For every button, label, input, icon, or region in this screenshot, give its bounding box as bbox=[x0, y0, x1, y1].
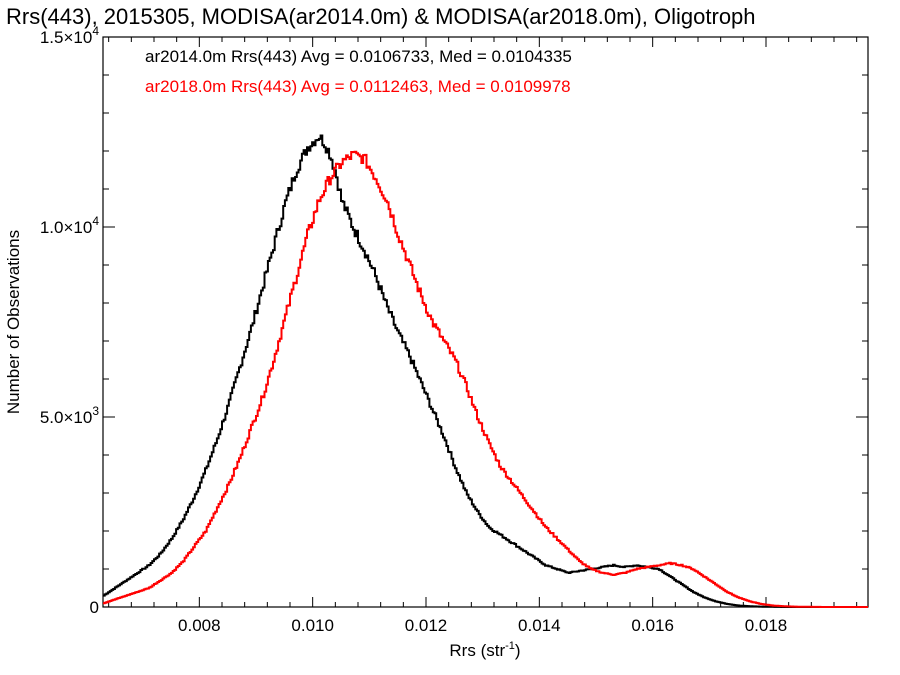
series-ar2018-line bbox=[103, 150, 868, 608]
y-tick-label: 5.0×103 bbox=[40, 404, 99, 427]
annotation-ar2014: ar2014.0m Rrs(443) Avg = 0.0106733, Med … bbox=[145, 47, 572, 66]
y-axis-label: Number of Observations bbox=[4, 230, 23, 414]
y-tick-label: 1.0×104 bbox=[40, 214, 99, 237]
y-tick-label: 1.5×104 bbox=[40, 24, 99, 47]
y-axis: 0 5.0×103 1.0×104 1.5×104 bbox=[40, 24, 868, 617]
chart-title: Rrs(443), 2015305, MODISA(ar2014.0m) & M… bbox=[6, 4, 756, 29]
x-axis-label: Rrs (str-1) bbox=[449, 640, 520, 660]
x-tick-label: 0.016 bbox=[631, 616, 674, 635]
plot-frame bbox=[102, 36, 869, 608]
x-axis: 0.008 0.010 0.012 0.014 0.016 0.018 bbox=[108, 37, 858, 635]
x-tick-label: 0.012 bbox=[405, 616, 448, 635]
series-ar2014-line bbox=[103, 134, 868, 608]
annotation-ar2018: ar2018.0m Rrs(443) Avg = 0.0112463, Med … bbox=[145, 77, 571, 96]
x-tick-label: 0.018 bbox=[745, 616, 788, 635]
y-tick-label: 0 bbox=[90, 598, 99, 617]
x-tick-label: 0.014 bbox=[518, 616, 561, 635]
x-tick-label: 0.010 bbox=[291, 616, 334, 635]
x-tick-label: 0.008 bbox=[178, 616, 221, 635]
series-layer bbox=[103, 134, 868, 608]
